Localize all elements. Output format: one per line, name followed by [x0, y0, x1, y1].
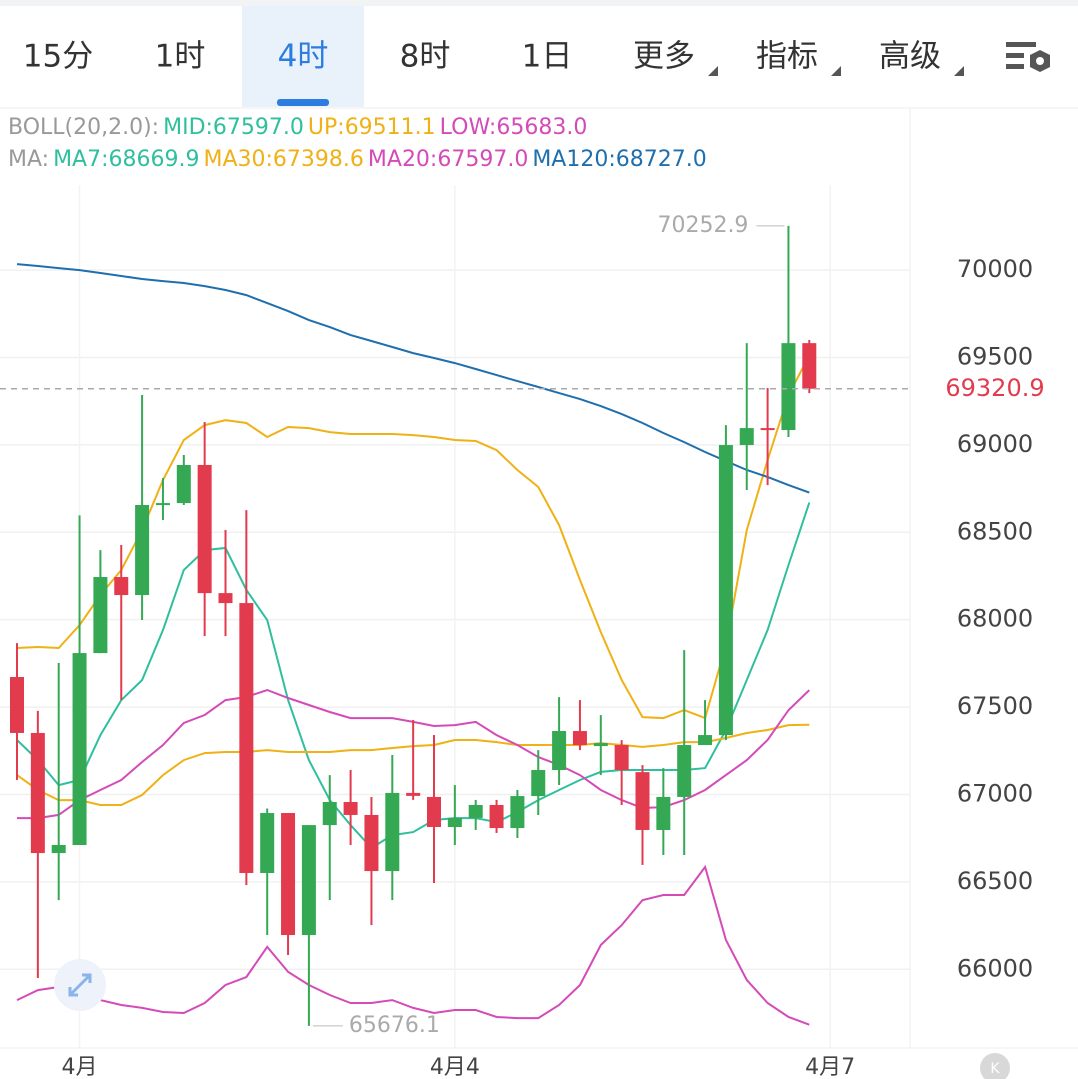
- x-tick-label: 4月4: [430, 1055, 480, 1079]
- candle-body: [322, 802, 337, 826]
- candle-body: [447, 817, 462, 828]
- dropdown-arrow: [708, 66, 718, 76]
- dropdown-arrow: [831, 66, 841, 76]
- candle-body: [739, 428, 754, 446]
- tab[interactable]: 15分: [23, 39, 93, 75]
- candle-body: [781, 343, 796, 431]
- y-tick-label: 68500: [957, 517, 1033, 545]
- expand-button[interactable]: [54, 959, 106, 1011]
- candle-body: [698, 735, 713, 746]
- candle-body: [155, 503, 170, 506]
- y-tick-label: 67000: [957, 779, 1033, 807]
- candle-body: [135, 505, 150, 596]
- candle-body: [593, 743, 608, 747]
- candle-body: [364, 814, 379, 872]
- legend-item: UP:69511.1: [308, 115, 436, 140]
- candle-body: [635, 772, 650, 830]
- candle-body: [176, 464, 191, 504]
- x-tick-label: 4月: [62, 1055, 98, 1079]
- candle-body: [572, 731, 587, 746]
- tab-active-bg: [242, 6, 364, 107]
- tab[interactable]: 1日: [522, 39, 573, 75]
- candle-body: [406, 792, 421, 796]
- candle-body: [93, 577, 108, 654]
- y-tick-label: 67500: [957, 692, 1033, 720]
- settings-icon[interactable]: [1006, 42, 1050, 72]
- candle-body: [802, 343, 817, 389]
- y-tick-label: 68000: [957, 605, 1033, 633]
- tab[interactable]: 8时: [400, 39, 451, 75]
- candle-body: [10, 677, 24, 733]
- candle-body: [260, 813, 275, 873]
- candle-body: [760, 428, 775, 431]
- y-tick-label: 70000: [957, 255, 1033, 283]
- legend-item: MID:67597.0: [163, 115, 304, 140]
- candle-body: [489, 804, 504, 829]
- top-strip: [0, 0, 1078, 6]
- candle-body: [72, 653, 87, 846]
- legend-row: MA: MA7:68669.9 MA30:67398.6 MA20:67597.0 MA…: [8, 147, 707, 172]
- indicator-line: [16, 864, 810, 1026]
- tab[interactable]: 1时: [155, 39, 206, 75]
- candle-body: [197, 464, 212, 594]
- candle-body: [510, 796, 525, 829]
- tab[interactable]: 指标: [756, 39, 818, 75]
- candle-body: [677, 745, 692, 797]
- legend-row: BOLL(20,2.0): MID:67597.0 UP:69511.1 LOW:65…: [8, 115, 587, 140]
- grid: [0, 185, 910, 1048]
- legend-prefix: BOLL(20,2.0):: [8, 115, 159, 140]
- indicator-legend: BOLL(20,2.0): MID:67597.0 UP:69511.1 LOW:65…: [8, 115, 707, 172]
- candle-body: [301, 825, 316, 936]
- svg-text:K: K: [990, 1061, 1000, 1077]
- y-tick-label: 69000: [957, 430, 1033, 458]
- legend-item: MA30:67398.6: [203, 147, 363, 172]
- legend-prefix: MA:: [8, 147, 49, 172]
- tab-bar: 15分 1时 4时 8时 1日 更多 指标 高级: [23, 6, 964, 107]
- tab[interactable]: 高级: [879, 39, 941, 75]
- candle-body: [218, 593, 233, 604]
- tab[interactable]: 4时: [278, 39, 329, 75]
- y-tick-label: 66500: [957, 867, 1033, 895]
- last-price-label: 69320.9: [945, 374, 1044, 402]
- candle-body: [468, 804, 483, 818]
- candle-body: [656, 796, 671, 830]
- tab[interactable]: 更多: [633, 39, 695, 75]
- max-label: 70252.9: [657, 213, 748, 238]
- candle-body: [427, 796, 441, 828]
- k-icon[interactable]: K: [980, 1053, 1010, 1079]
- candle-body: [239, 603, 254, 873]
- y-tick-label: 69500: [957, 342, 1033, 370]
- candle-body: [114, 577, 129, 596]
- legend-item: MA120:68727.0: [532, 147, 706, 172]
- candle-body: [718, 445, 733, 736]
- indicator-line: [16, 263, 810, 494]
- x-tick-label: 4月7: [805, 1055, 855, 1079]
- candle-body: [30, 732, 45, 854]
- candle-body: [385, 792, 400, 872]
- dropdown-arrow: [954, 66, 964, 76]
- candle-body: [343, 802, 358, 815]
- candle-body: [281, 813, 296, 936]
- plot-area: 70252.9 65676.1: [10, 213, 817, 1038]
- legend-item: LOW:65683.0: [440, 115, 588, 140]
- candle-body: [51, 845, 66, 854]
- y-tick-label: 66000: [957, 954, 1033, 982]
- legend-item: MA7:68669.9: [53, 147, 199, 172]
- candle-body: [614, 745, 629, 771]
- axes: 66000 66500 67000 67500 68000 68500 69000 69500…: [62, 255, 1034, 1079]
- candle-body: [552, 731, 567, 771]
- last-price-box: [912, 370, 1078, 407]
- legend-item: MA20:67597.0: [368, 147, 528, 172]
- candle-body: [531, 770, 546, 797]
- tab-underline: [277, 99, 329, 106]
- min-label: 65676.1: [349, 1013, 440, 1038]
